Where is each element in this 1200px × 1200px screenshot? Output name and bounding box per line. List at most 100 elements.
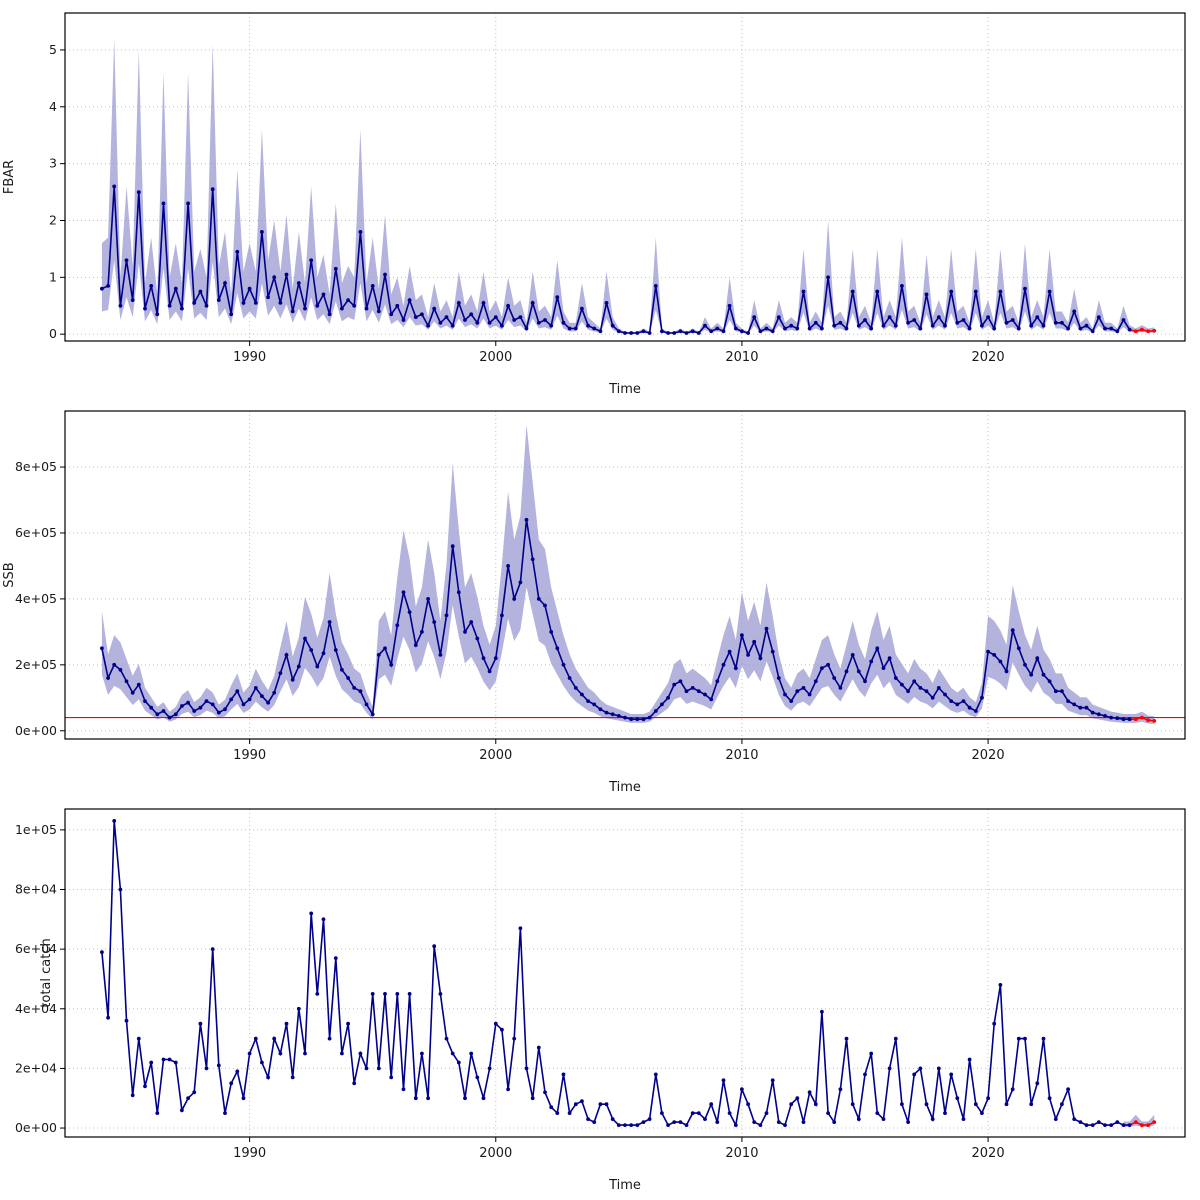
data-point	[395, 623, 400, 628]
data-point	[555, 1111, 560, 1115]
data-point	[229, 312, 234, 317]
data-point	[309, 258, 314, 263]
data-point	[450, 544, 455, 549]
data-point	[241, 1096, 246, 1101]
data-point	[678, 679, 683, 684]
data-point	[315, 992, 320, 996]
data-point	[758, 1123, 763, 1127]
data-point	[930, 695, 935, 700]
data-point	[272, 275, 277, 280]
data-point	[813, 1102, 818, 1107]
data-point	[149, 705, 154, 710]
data-point	[973, 709, 978, 713]
forecast-point	[1152, 328, 1157, 333]
y-tick-label: 2	[49, 212, 57, 227]
y-tick-label: 4e+04	[15, 1001, 57, 1016]
data-point	[432, 306, 437, 311]
data-point	[998, 289, 1003, 294]
data-point	[358, 230, 363, 234]
data-point	[241, 702, 246, 707]
data-point	[456, 301, 461, 305]
data-point	[653, 284, 658, 288]
x-tick-label: 2000	[479, 1146, 512, 1161]
data-point	[1084, 705, 1089, 710]
data-point	[223, 1111, 227, 1115]
data-point	[986, 1096, 990, 1101]
data-point	[893, 1036, 898, 1041]
data-point	[740, 1087, 744, 1092]
data-point	[106, 1015, 110, 1020]
data-point	[253, 686, 258, 690]
data-point	[672, 682, 677, 687]
data-point	[850, 1102, 855, 1107]
confidence-band	[101, 38, 1155, 334]
y-axis-title: SSB	[2, 562, 17, 587]
data-point	[1047, 679, 1052, 684]
data-point	[112, 662, 117, 667]
data-point	[296, 1006, 301, 1011]
data-point	[426, 597, 430, 601]
data-point	[666, 695, 670, 700]
data-point	[826, 1111, 830, 1115]
data-point	[561, 320, 566, 325]
data-point	[463, 630, 467, 634]
data-point	[407, 298, 412, 302]
data-point	[413, 1096, 418, 1101]
data-point	[235, 249, 240, 254]
data-point	[401, 318, 406, 322]
data-point	[1010, 628, 1015, 633]
data-point	[733, 326, 738, 331]
x-tick-label: 2000	[479, 350, 512, 365]
data-point	[149, 284, 154, 288]
data-point	[530, 1096, 535, 1101]
data-point	[192, 301, 197, 305]
data-point	[432, 620, 437, 624]
data-point	[1103, 326, 1107, 331]
data-point	[413, 643, 418, 647]
data-point	[973, 289, 978, 294]
data-point	[678, 1120, 683, 1124]
data-point	[180, 704, 184, 708]
data-point	[327, 1036, 332, 1041]
data-point	[266, 1075, 270, 1080]
data-point	[635, 331, 640, 335]
data-point	[456, 590, 461, 595]
data-point	[469, 1051, 474, 1056]
data-point	[580, 692, 584, 697]
data-point	[727, 1111, 732, 1115]
data-point	[1029, 672, 1034, 677]
data-point	[869, 1051, 874, 1056]
data-point	[536, 1045, 541, 1050]
data-point	[924, 689, 929, 694]
data-point	[303, 636, 307, 641]
ssb-chart: 1990 2000 2010 2020 0e+00 2e+05 4e+05 6e+05 8e+0…	[2, 410, 1186, 795]
data-point	[900, 284, 904, 288]
data-point	[980, 695, 984, 700]
data-point	[530, 301, 535, 305]
data-point	[906, 689, 910, 694]
data-point	[844, 669, 849, 674]
data-point	[721, 1078, 726, 1083]
data-point	[136, 682, 141, 687]
forecast-point	[1152, 719, 1157, 723]
data-point	[456, 1060, 461, 1065]
data-point	[1053, 689, 1058, 694]
data-point	[315, 664, 320, 669]
data-point	[143, 1084, 147, 1089]
data-point	[1115, 329, 1120, 334]
data-point	[1127, 717, 1132, 722]
data-point	[789, 699, 794, 703]
data-point	[284, 272, 289, 277]
data-point	[555, 295, 560, 300]
y-tick-label: 8e+05	[15, 459, 57, 474]
data-point	[284, 1021, 289, 1026]
data-point	[635, 1123, 640, 1127]
data-point	[1035, 1081, 1040, 1086]
data-point	[949, 1072, 954, 1077]
data-point	[155, 312, 160, 317]
data-point	[1072, 1117, 1077, 1121]
data-point	[536, 597, 541, 601]
y-tick-label: 8e+04	[15, 882, 57, 897]
data-point	[752, 315, 757, 319]
